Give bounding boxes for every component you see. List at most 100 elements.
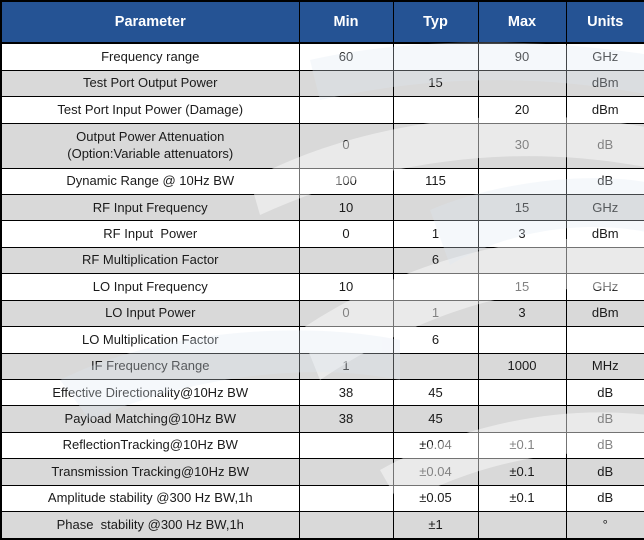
cell-parameter: ReflectionTracking@10Hz BW (0, 431, 300, 460)
cell-max: 1000 (477, 352, 567, 381)
spec-table-header: Parameter Min Typ Max Units (0, 0, 644, 44)
cell-typ: 1 (392, 220, 479, 248)
cell-units: dB (565, 484, 644, 513)
cell-parameter: Payload Matching@10Hz BW (0, 405, 300, 433)
table-row: RF Input Power 0 1 3 dBm (0, 220, 644, 248)
cell-typ: ±0.04 (392, 431, 479, 460)
cell-parameter: Dynamic Range @ 10Hz BW (0, 167, 300, 195)
header-col-parameter: Parameter (0, 0, 300, 44)
header-col-units: Units (565, 0, 644, 44)
cell-min: 10 (298, 193, 394, 222)
table-row: Amplitude stability @300 Hz BW,1h ±0.05 ±0… (0, 484, 644, 513)
cell-units: MHz (565, 352, 644, 381)
spec-table-body: Frequency range 60 90 GHz Test Port Output P… (0, 42, 644, 540)
header-row: Parameter Min Typ Max Units (0, 0, 644, 44)
cell-min (298, 458, 394, 486)
header-col-max: Max (477, 0, 567, 44)
cell-min: 60 (298, 42, 394, 71)
cell-parameter: Test Port Output Power (0, 69, 300, 98)
cell-min: 100 (298, 167, 394, 195)
cell-units: dBm (565, 220, 644, 248)
cell-max (477, 378, 567, 407)
table-row: LO Input Frequency 10 15 GHz (0, 273, 644, 301)
cell-typ (392, 42, 479, 71)
cell-max: ±0.1 (477, 484, 567, 513)
cell-typ: 115 (392, 167, 479, 195)
header-col-typ: Typ (392, 0, 479, 44)
cell-units: dB (565, 431, 644, 460)
cell-parameter: Frequency range (0, 42, 300, 71)
cell-min (298, 69, 394, 98)
cell-parameter: Phase stability @300 Hz BW,1h (0, 511, 300, 540)
cell-min: 38 (298, 405, 394, 433)
header-col-min: Min (298, 0, 394, 44)
cell-typ (392, 122, 479, 169)
cell-max: 30 (477, 122, 567, 169)
table-row: RF Input Frequency 10 15 GHz (0, 193, 644, 222)
cell-min: 0 (298, 122, 394, 169)
cell-max: 20 (477, 96, 567, 124)
cell-parameter: LO Input Frequency (0, 273, 300, 301)
cell-parameter: IF Frequency Range (0, 352, 300, 381)
table-row: Transmission Tracking@10Hz BW ±0.04 ±0.1 dB (0, 458, 644, 486)
cell-typ (392, 193, 479, 222)
cell-parameter: Transmission Tracking@10Hz BW (0, 458, 300, 486)
cell-parameter: Effective Directionality@10Hz BW (0, 378, 300, 407)
cell-min (298, 96, 394, 124)
table-row: LO Input Power 0 1 3 dBm (0, 299, 644, 328)
table-row: RF Multiplication Factor 6 (0, 246, 644, 275)
table-row: Test Port Output Power 15 dBm (0, 69, 644, 98)
cell-units: dBm (565, 299, 644, 328)
cell-typ: ±0.05 (392, 484, 479, 513)
cell-parameter: Output Power Attenuation (Option:Variabl… (0, 122, 300, 169)
cell-max: 15 (477, 273, 567, 301)
cell-max (477, 246, 567, 275)
cell-typ: 6 (392, 246, 479, 275)
cell-parameter: LO Input Power (0, 299, 300, 328)
cell-max: ±0.1 (477, 458, 567, 486)
cell-max: 3 (477, 220, 567, 248)
cell-max: 90 (477, 42, 567, 71)
cell-max (477, 326, 567, 354)
cell-min: 0 (298, 220, 394, 248)
cell-min: 38 (298, 378, 394, 407)
cell-min: 0 (298, 299, 394, 328)
cell-parameter: Test Port Input Power (Damage) (0, 96, 300, 124)
cell-typ: 45 (392, 378, 479, 407)
cell-parameter: LO Multiplication Factor (0, 326, 300, 354)
cell-min (298, 246, 394, 275)
cell-min: 10 (298, 273, 394, 301)
table-row: Dynamic Range @ 10Hz BW 100 115 dB (0, 167, 644, 195)
cell-units: dBm (565, 69, 644, 98)
table-row: Payload Matching@10Hz BW 38 45 dB (0, 405, 644, 433)
cell-typ: ±0.04 (392, 458, 479, 486)
cell-max: 3 (477, 299, 567, 328)
cell-units: dB (565, 122, 644, 169)
table-row: Frequency range 60 90 GHz (0, 42, 644, 71)
cell-typ: 45 (392, 405, 479, 433)
table-row: Test Port Input Power (Damage) 20 dBm (0, 96, 644, 124)
cell-max (477, 511, 567, 540)
cell-typ: ±1 (392, 511, 479, 540)
cell-typ: 6 (392, 326, 479, 354)
cell-min (298, 511, 394, 540)
cell-typ (392, 352, 479, 381)
cell-parameter: Amplitude stability @300 Hz BW,1h (0, 484, 300, 513)
cell-max (477, 405, 567, 433)
cell-max (477, 69, 567, 98)
cell-units: dB (565, 405, 644, 433)
cell-units: GHz (565, 273, 644, 301)
cell-max (477, 167, 567, 195)
cell-units: dB (565, 458, 644, 486)
table-row: Output Power Attenuation (Option:Variabl… (0, 122, 644, 169)
cell-units (565, 326, 644, 354)
cell-typ (392, 273, 479, 301)
cell-parameter: RF Input Frequency (0, 193, 300, 222)
table-row: LO Multiplication Factor 6 (0, 326, 644, 354)
cell-parameter: RF Input Power (0, 220, 300, 248)
cell-units: dBm (565, 96, 644, 124)
cell-min (298, 484, 394, 513)
table-row: Phase stability @300 Hz BW,1h ±1 ° (0, 511, 644, 540)
cell-units: GHz (565, 42, 644, 71)
cell-units: dB (565, 378, 644, 407)
